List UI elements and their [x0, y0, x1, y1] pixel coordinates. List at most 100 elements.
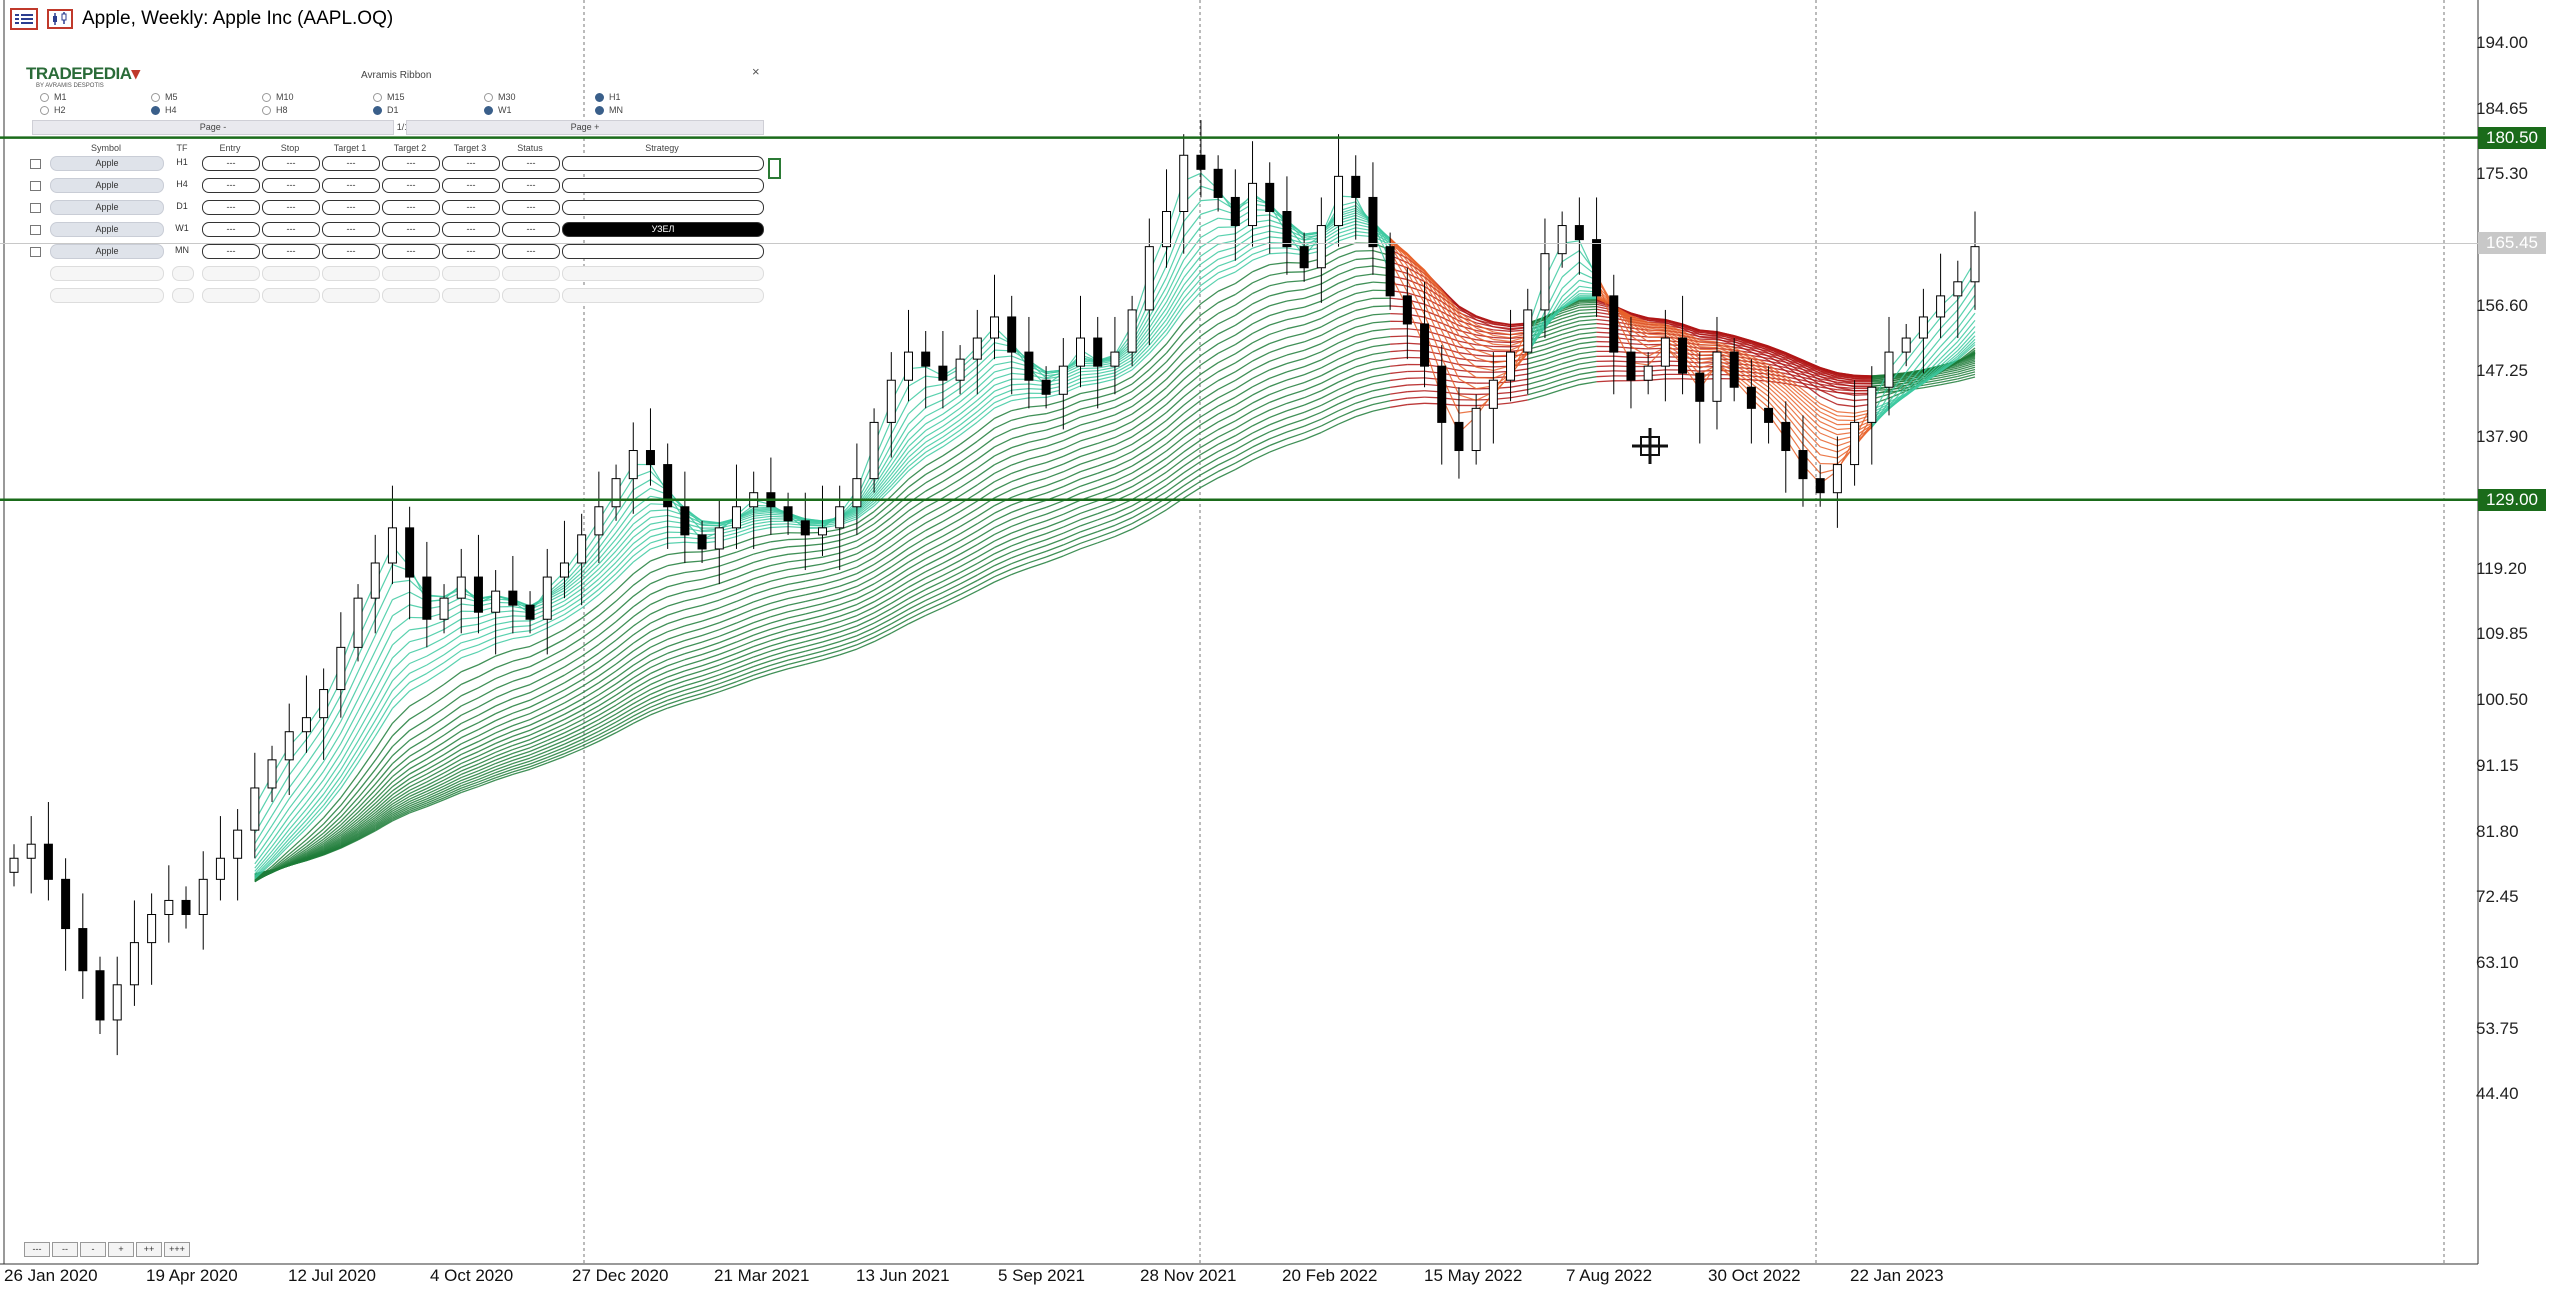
cell-t1[interactable]: ---: [322, 178, 380, 193]
candle: [164, 865, 174, 943]
cell-strategy[interactable]: УЗЕЛ: [562, 222, 764, 237]
cell-symbol[interactable]: Apple: [50, 222, 164, 237]
folder-icon[interactable]: [30, 203, 41, 213]
cell-strategy[interactable]: [562, 156, 764, 171]
cell-status[interactable]: ---: [502, 156, 560, 171]
cell-t1[interactable]: ---: [322, 222, 380, 237]
cell-t2[interactable]: ---: [382, 200, 440, 215]
candle: [353, 584, 363, 662]
cell-entry[interactable]: ---: [202, 222, 260, 237]
close-icon[interactable]: ×: [752, 64, 760, 79]
candle: [1299, 232, 1309, 282]
timeframe-radio-h8[interactable]: H8: [262, 105, 288, 115]
cell-strategy[interactable]: [562, 244, 764, 259]
page-prev-button[interactable]: Page -: [32, 120, 394, 135]
cell-t3[interactable]: ---: [442, 178, 500, 193]
cell-entry[interactable]: ---: [202, 200, 260, 215]
candlestick-chart-icon[interactable]: [46, 8, 74, 30]
cell-status[interactable]: ---: [502, 244, 560, 259]
folder-icon[interactable]: [30, 247, 41, 257]
cell-status[interactable]: ---: [502, 222, 560, 237]
table-row[interactable]: Apple W1 --- --- --- --- --- --- УЗЕЛ: [30, 222, 764, 237]
radio-dot[interactable]: [373, 92, 382, 102]
zoom-button[interactable]: +: [108, 1242, 134, 1257]
level-price-tag: 129.00: [2478, 488, 2546, 511]
zoom-button[interactable]: ---: [24, 1242, 50, 1257]
radio-dot[interactable]: [40, 105, 49, 115]
cell-strategy[interactable]: [562, 200, 764, 215]
timeframe-radio-m10[interactable]: M10: [262, 92, 294, 102]
cell-t3[interactable]: ---: [442, 200, 500, 215]
cell-t3[interactable]: ---: [442, 244, 500, 259]
candle: [611, 464, 621, 521]
timeframe-radio-h4[interactable]: H4: [151, 105, 177, 115]
timeframe-radio-m1[interactable]: M1: [40, 92, 67, 102]
cell-strategy[interactable]: [562, 178, 764, 193]
cell-entry[interactable]: ---: [202, 178, 260, 193]
zoom-button[interactable]: ++: [136, 1242, 162, 1257]
cell-symbol[interactable]: Apple: [50, 244, 164, 259]
timeframe-radio-m30[interactable]: M30: [484, 92, 516, 102]
zoom-button[interactable]: --: [52, 1242, 78, 1257]
candle: [26, 816, 36, 894]
cell-status[interactable]: ---: [502, 200, 560, 215]
cell-entry[interactable]: ---: [202, 244, 260, 259]
cell-symbol[interactable]: Apple: [50, 156, 164, 171]
radio-dot[interactable]: [262, 105, 271, 115]
cell-t1[interactable]: ---: [322, 156, 380, 171]
timeframe-radio-w1[interactable]: W1: [484, 105, 512, 115]
cell-t1[interactable]: ---: [322, 244, 380, 259]
radio-dot[interactable]: [484, 105, 493, 115]
cell-status[interactable]: ---: [502, 178, 560, 193]
cell-symbol[interactable]: Apple: [50, 200, 164, 215]
folder-icon[interactable]: [30, 181, 41, 191]
radio-dot[interactable]: [595, 105, 604, 115]
radio-dot[interactable]: [151, 105, 160, 115]
page-next-button[interactable]: Page +: [406, 120, 764, 135]
cell-stop[interactable]: ---: [262, 200, 320, 215]
candlestick-series: [9, 120, 1980, 1056]
cell-t3[interactable]: ---: [442, 156, 500, 171]
cell-symbol[interactable]: Apple: [50, 178, 164, 193]
cell-stop[interactable]: ---: [262, 156, 320, 171]
zoom-button[interactable]: -: [80, 1242, 106, 1257]
timeframe-radio-d1[interactable]: D1: [373, 105, 399, 115]
folder-icon[interactable]: [30, 159, 41, 169]
chart-list-icon[interactable]: [10, 8, 38, 30]
radio-dot[interactable]: [484, 92, 493, 102]
date-tick-label: 27 Dec 2020: [572, 1266, 669, 1285]
cell-stop[interactable]: ---: [262, 178, 320, 193]
radio-dot[interactable]: [40, 92, 49, 102]
timeframe-radio-m5[interactable]: M5: [151, 92, 178, 102]
cell-entry[interactable]: ---: [202, 156, 260, 171]
timeframe-radio-h1[interactable]: H1: [595, 92, 621, 102]
table-row[interactable]: Apple H1 --- --- --- --- --- ---: [30, 156, 764, 171]
table-row[interactable]: Apple D1 --- --- --- --- --- ---: [30, 200, 764, 215]
candle: [663, 443, 673, 549]
horizontal-levels[interactable]: [0, 136, 2478, 501]
cell-t2[interactable]: ---: [382, 244, 440, 259]
cell-t3[interactable]: ---: [442, 222, 500, 237]
brand-logo: TRADEPEDIA▾: [26, 64, 140, 83]
cell-t1[interactable]: ---: [322, 200, 380, 215]
cell-t2[interactable]: ---: [382, 156, 440, 171]
cell-tf: W1: [175, 223, 189, 233]
radio-dot[interactable]: [595, 92, 604, 102]
cell-stop[interactable]: ---: [262, 244, 320, 259]
price-tick-label: 109.85: [2476, 624, 2528, 644]
table-row[interactable]: Apple H4 --- --- --- --- --- ---: [30, 178, 764, 193]
timeframe-radio-h2[interactable]: H2: [40, 105, 66, 115]
folder-icon[interactable]: [30, 225, 41, 235]
cell-t2[interactable]: ---: [382, 222, 440, 237]
table-row[interactable]: Apple MN --- --- --- --- --- ---: [30, 244, 764, 259]
timeframe-radio-mn[interactable]: MN: [595, 105, 623, 115]
cell-t2[interactable]: ---: [382, 178, 440, 193]
timeframe-radio-m15[interactable]: M15: [373, 92, 405, 102]
radio-dot[interactable]: [151, 92, 160, 102]
crosshair-cursor-icon: [1632, 428, 1668, 464]
zoom-button[interactable]: +++: [164, 1242, 190, 1257]
cell-stop[interactable]: ---: [262, 222, 320, 237]
radio-dot[interactable]: [262, 92, 271, 102]
radio-dot[interactable]: [373, 105, 382, 115]
